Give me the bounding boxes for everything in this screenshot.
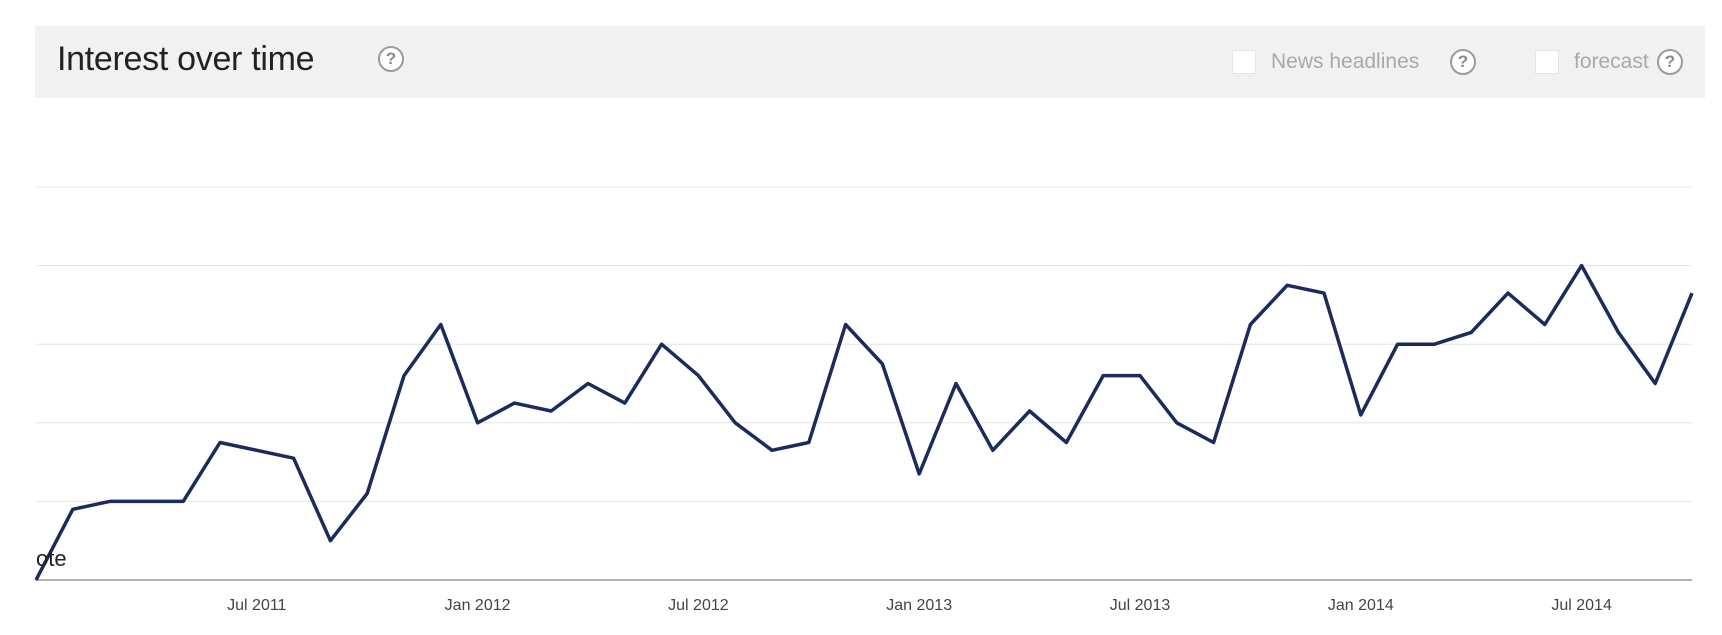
line-annotation: ote [36,546,67,571]
x-tick-label: Jan 2013 [886,597,952,614]
x-tick-label: Jul 2011 [227,597,286,614]
chart-title: Interest over time [57,40,315,78]
forecast-help-icon[interactable]: ? [1657,49,1683,75]
series-line [34,263,1694,581]
x-tick-label: Jul 2013 [1110,597,1171,614]
title-help-icon[interactable]: ? [378,46,404,72]
x-tick-labels: Jul 2011 Jan 2012 Jul 2012 Jan 2013 Jul 2013… [227,597,1612,614]
x-tick-label: Jul 2012 [668,597,729,614]
forecast-checkbox[interactable] [1535,50,1559,74]
x-tick-label: Jan 2014 [1328,597,1394,614]
x-tick-label: Jan 2012 [445,597,511,614]
chart-header: Interest over time ? News headlines ? fo… [35,26,1705,98]
forecast-label: forecast [1574,50,1649,73]
news-headlines-checkbox[interactable] [1232,50,1256,74]
news-headlines-label: News headlines [1271,50,1420,73]
x-tick-label: Jul 2014 [1551,597,1612,614]
news-headlines-help-icon[interactable]: ? [1450,49,1476,75]
